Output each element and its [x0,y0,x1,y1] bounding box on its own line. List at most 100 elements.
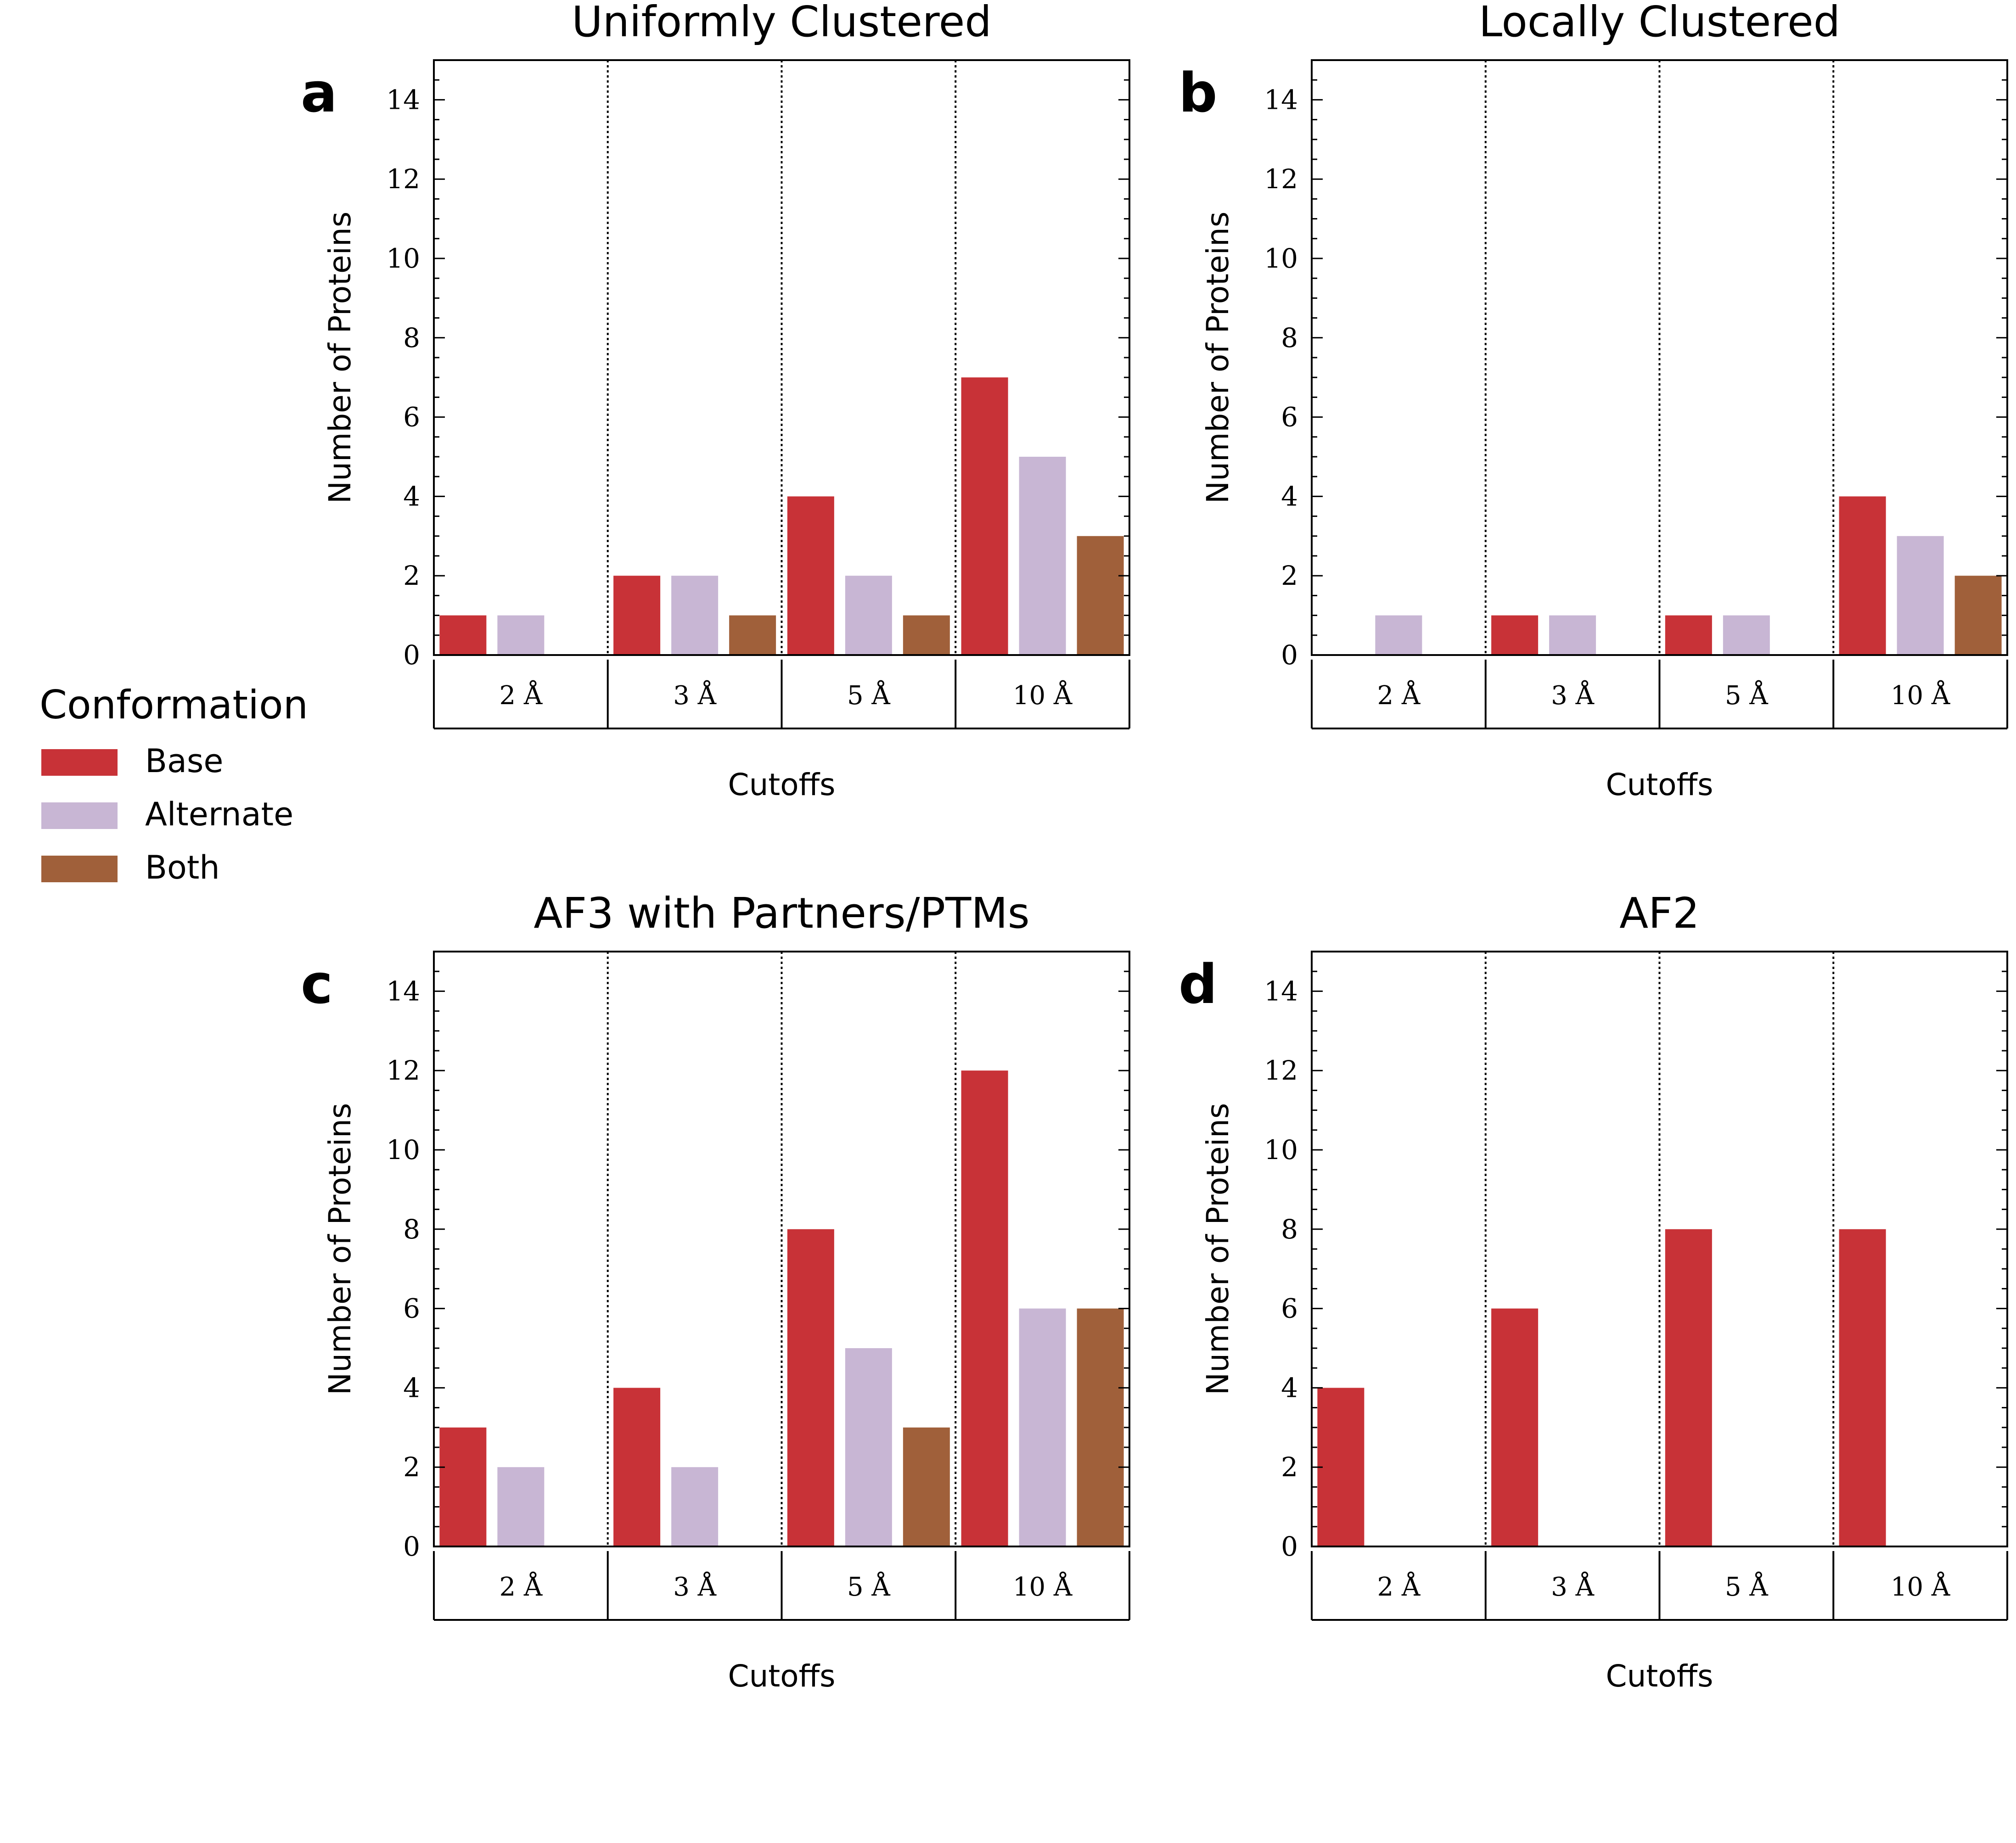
bar-base-4 [961,377,1008,655]
bar-alternate-4 [1019,457,1066,655]
panel-letter: d [1179,952,1217,1016]
panel-title: AF3 with Partners/PTMs [533,889,1029,938]
y-tick-label: 12 [1264,1055,1298,1086]
y-tick-label: 2 [403,1451,420,1483]
y-tick-label: 0 [1281,1531,1298,1562]
y-tick-label: 14 [1264,84,1298,115]
legend: Conformation Base Alternate Both [39,682,308,886]
bar-both-2 [729,615,776,655]
panel-title: Uniformly Clustered [572,0,991,46]
bar-base-2 [1491,1308,1539,1546]
y-tick-label: 0 [403,639,420,671]
y-tick-label: 4 [403,481,420,512]
y-tick-label: 8 [1281,322,1298,353]
legend-label-base: Base [145,742,223,780]
y-tick-label: 4 [403,1372,420,1403]
y-tick-label: 10 [386,243,420,274]
bar-alternate-3 [845,1348,892,1546]
panel-letter: b [1179,61,1217,124]
bar-alternate-1 [497,615,545,655]
bar-alternate-1 [497,1467,545,1546]
category-label: 5 Å [1725,1571,1768,1602]
y-tick-label: 2 [403,560,420,591]
category-label: 10 Å [1013,1571,1073,1602]
chart-panel-c: AF3 with Partners/PTMs c 0 2 4 6 8 10 12 14 Number… [301,889,1130,1694]
y-tick-label: 10 [386,1134,420,1165]
bar-alternate-3 [845,576,892,655]
x-axis-label: Cutoffs [728,1658,835,1694]
bar-alternate-1 [1375,615,1422,655]
category-label: 2 Å [499,1571,542,1602]
category-label: 5 Å [847,1571,890,1602]
bar-base-3 [1665,1229,1712,1546]
legend-swatch-alternate [41,802,118,829]
bar-base-1 [1317,1388,1365,1546]
y-tick-label: 2 [1281,560,1298,591]
bar-alternate-4 [1897,536,1944,655]
y-axis-label: Number of Proteins [322,212,358,504]
category-label: 5 Å [847,680,890,711]
bar-base-3 [787,1229,834,1546]
y-tick-label: 0 [1281,639,1298,671]
category-label: 2 Å [1377,1571,1420,1602]
bar-both-3 [903,615,950,655]
bar-base-2 [1491,615,1539,655]
y-tick-label: 12 [386,163,420,195]
legend-swatch-both [41,856,118,882]
chart-panel-a: Uniformly Clustered a 0 2 4 6 8 10 12 14 Number of… [301,0,1130,802]
category-label: 3 Å [1551,1571,1594,1602]
y-tick-label: 8 [403,1214,420,1245]
category-label: 3 Å [673,1571,716,1602]
y-tick-label: 6 [1281,402,1298,433]
category-label: 10 Å [1013,680,1073,711]
y-tick-label: 10 [1264,243,1298,274]
category-label: 10 Å [1891,1571,1950,1602]
category-label: 2 Å [499,680,542,711]
y-tick-label: 10 [1264,1134,1298,1165]
bar-base-4 [961,1070,1008,1546]
category-label: 5 Å [1725,680,1768,711]
y-tick-label: 8 [403,322,420,353]
panel-title: Locally Clustered [1479,0,1840,46]
panel-letter: a [301,61,337,124]
category-label: 10 Å [1891,680,1950,711]
y-tick-label: 6 [403,402,420,433]
y-tick-label: 12 [386,1055,420,1086]
panel-letter: c [301,952,333,1016]
panels: Uniformly Clustered a 0 2 4 6 8 10 12 14 Number of… [301,0,2008,1694]
y-tick-label: 14 [386,84,420,115]
bar-alternate-2 [671,576,719,655]
panel-title: AF2 [1619,889,1699,938]
bar-both-3 [903,1427,950,1546]
legend-swatch-base [41,749,118,776]
category-label: 2 Å [1377,680,1420,711]
bar-both-4 [1954,576,2002,655]
bar-base-1 [439,615,487,655]
y-axis-label: Number of Proteins [322,1103,358,1395]
y-tick-label: 14 [386,975,420,1007]
legend-label-alternate: Alternate [145,795,293,833]
bar-alternate-3 [1723,615,1770,655]
y-tick-label: 12 [1264,163,1298,195]
chart-panel-b: Locally Clustered b 0 2 4 6 8 10 12 14 Number of P… [1179,0,2008,802]
y-tick-label: 6 [403,1293,420,1324]
legend-label-both: Both [145,849,220,886]
bar-base-3 [787,496,834,655]
bar-base-4 [1839,496,1886,655]
y-tick-label: 0 [403,1531,420,1562]
y-axis-label: Number of Proteins [1200,212,1235,504]
bar-alternate-2 [1549,615,1596,655]
bar-base-3 [1665,615,1712,655]
x-axis-label: Cutoffs [728,767,835,802]
chart-panel-d: AF2 d 0 2 4 6 8 10 12 14 Number of Proteins 2 Å 3 Å 5… [1179,889,2008,1694]
legend-title: Conformation [39,682,308,728]
category-label: 3 Å [673,680,716,711]
y-tick-label: 4 [1281,481,1298,512]
bar-base-2 [613,576,661,655]
x-axis-label: Cutoffs [1606,767,1713,802]
category-label: 3 Å [1551,680,1594,711]
bar-both-4 [1077,536,1124,655]
y-tick-label: 6 [1281,1293,1298,1324]
y-axis-label: Number of Proteins [1200,1103,1235,1395]
